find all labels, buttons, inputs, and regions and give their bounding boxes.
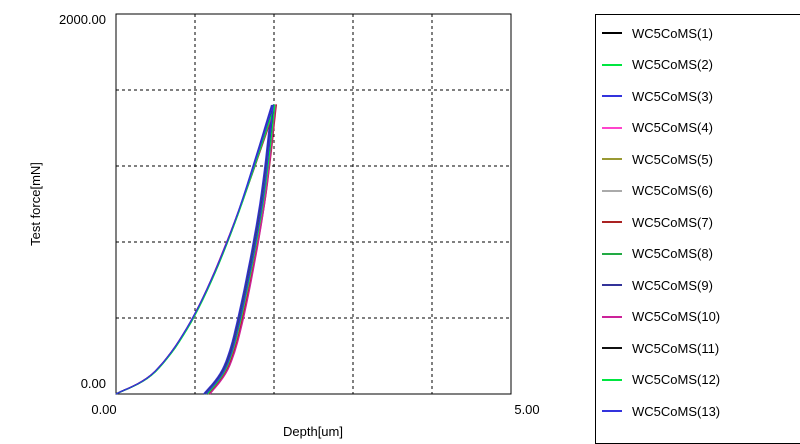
legend-label: WC5CoMS(10) [632, 309, 721, 324]
legend-swatch [602, 63, 622, 66]
legend-item: WC5CoMS(1) [602, 23, 713, 43]
x-tick-label-left: 0.00 [91, 402, 116, 417]
legend-item: WC5CoMS(11) [602, 338, 719, 358]
legend-swatch [602, 410, 622, 412]
legend-label: WC5CoMS(3) [632, 88, 713, 104]
legend-label: WC5CoMS(7) [632, 214, 713, 230]
y-axis-label: Test force[mN] [28, 162, 43, 246]
x-axis-label: Depth[um] [283, 424, 343, 439]
series-12-unloading-line [207, 104, 276, 395]
legend-swatch [602, 252, 622, 255]
curves [115, 104, 278, 395]
series-9-unloading-line [203, 104, 274, 395]
chart: 2000.00 0.00 0.00 5.00 Depth[um] Test fo… [28, 12, 540, 439]
series-10-unloading-line [209, 104, 277, 395]
legend-swatch [602, 158, 622, 160]
legend-swatch [602, 95, 622, 97]
legend-item: WC5CoMS(8) [602, 244, 713, 264]
legend-item: WC5CoMS(9) [602, 275, 713, 295]
legend-item: WC5CoMS(6) [602, 181, 713, 201]
legend-swatch [602, 32, 622, 34]
y-tick-label-bottom: 0.00 [81, 376, 106, 391]
legend-swatch [602, 347, 622, 349]
y-tick-label-top: 2000.00 [59, 12, 106, 27]
legend-label: WC5CoMS(9) [632, 277, 713, 293]
legend-label: WC5CoMS(1) [632, 25, 713, 41]
legend-label: WC5CoMS(12) [632, 372, 721, 387]
legend-label: WC5CoMS(13) [632, 403, 721, 419]
plot-area [115, 13, 512, 395]
legend-label: WC5CoMS(5) [632, 151, 713, 167]
legend-label: WC5CoMS(6) [632, 183, 713, 198]
legend-item: WC5CoMS(4) [602, 118, 713, 138]
legend-item: WC5CoMS(2) [602, 55, 713, 75]
legend: WC5CoMS(1) WC5CoMS(2) WC5CoMS(3) WC5CoMS(4)… [595, 14, 800, 444]
legend-item: WC5CoMS(12) [602, 370, 720, 390]
legend-swatch [602, 189, 622, 192]
legend-item: WC5CoMS(7) [602, 212, 713, 232]
legend-item: WC5CoMS(10) [602, 307, 720, 327]
legend-label: WC5CoMS(4) [632, 120, 713, 135]
legend-swatch [602, 126, 622, 129]
series-13-unloading-line [205, 104, 274, 395]
legend-label: WC5CoMS(2) [632, 57, 713, 72]
legend-label: WC5CoMS(11) [632, 340, 720, 356]
legend-swatch [602, 221, 622, 223]
legend-swatch [602, 315, 622, 318]
legend-swatch [602, 284, 622, 286]
x-tick-label-right: 5.00 [514, 402, 539, 417]
legend-item: WC5CoMS(5) [602, 149, 713, 169]
legend-item: WC5CoMS(13) [602, 401, 720, 421]
legend-item: WC5CoMS(3) [602, 86, 713, 106]
legend-label: WC5CoMS(8) [632, 246, 713, 261]
legend-swatch [602, 378, 622, 381]
series-13-loading-line [115, 104, 274, 395]
